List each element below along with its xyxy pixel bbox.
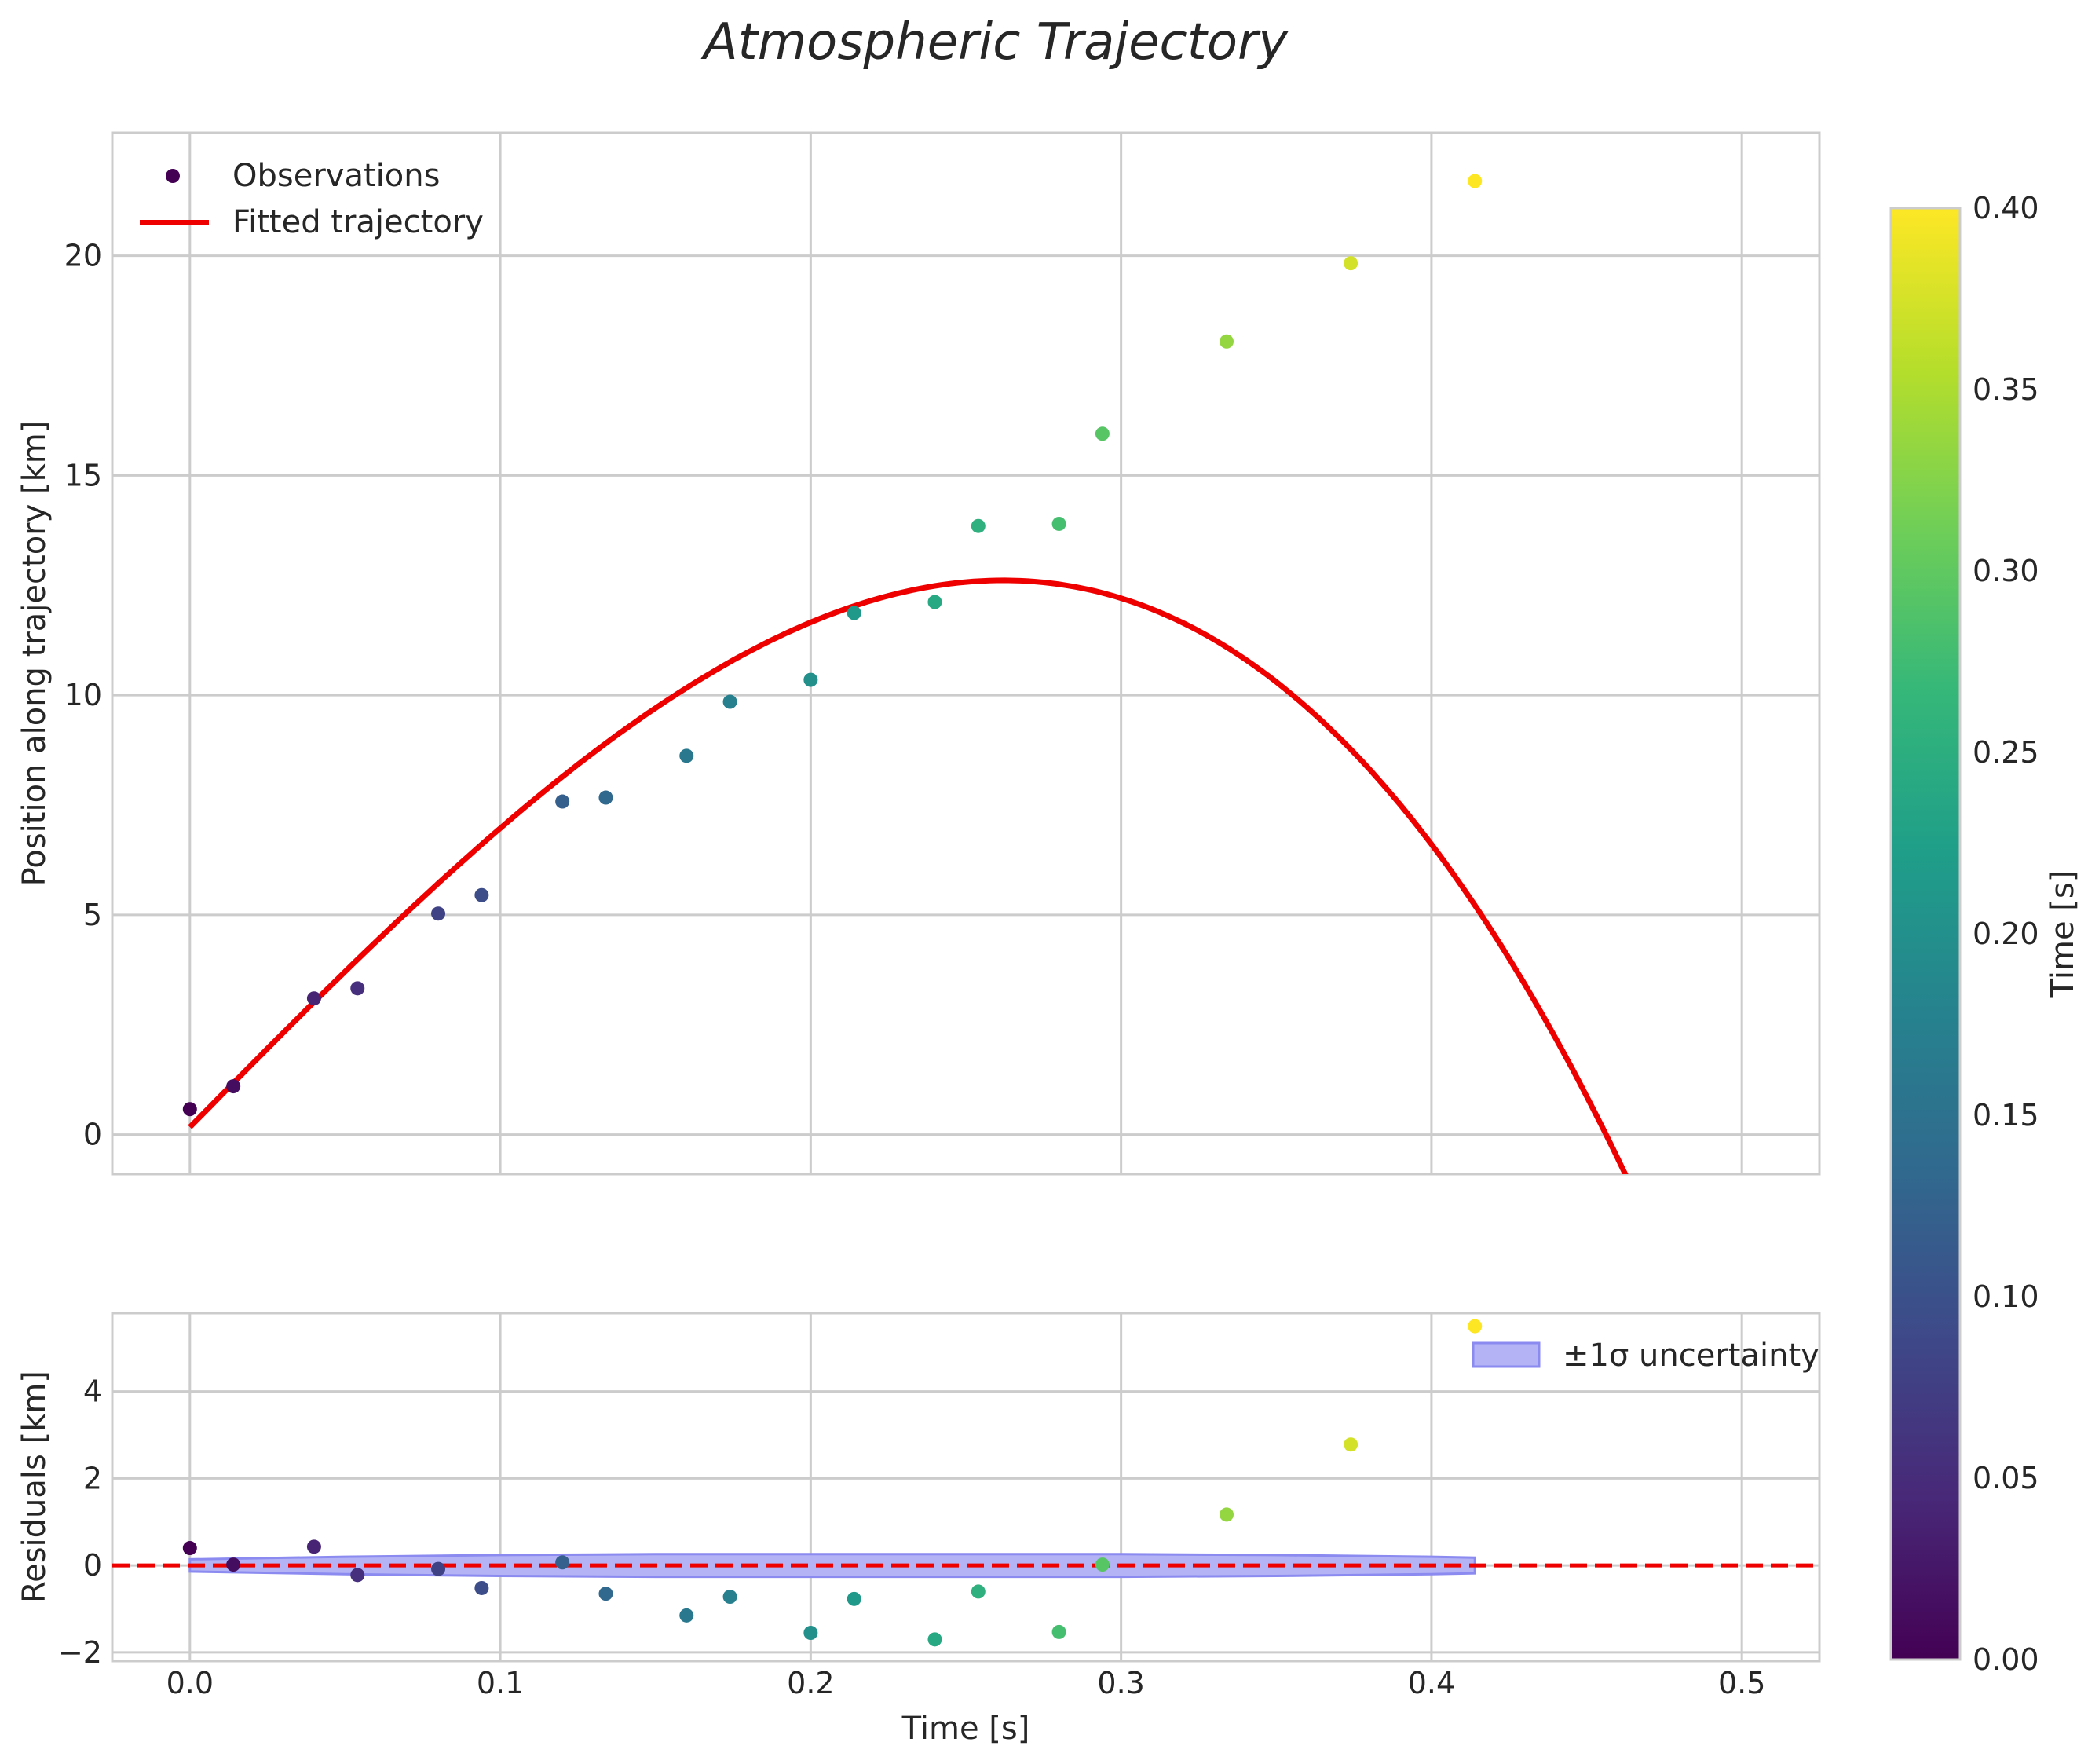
top-y-tick-label: 15 bbox=[64, 458, 102, 492]
observation-point bbox=[226, 1079, 241, 1094]
residual-point bbox=[722, 1590, 737, 1605]
x-tick-label: 0.4 bbox=[1408, 1666, 1455, 1700]
residual-point bbox=[598, 1587, 613, 1601]
x-tick-label: 0.5 bbox=[1718, 1666, 1765, 1700]
x-tick-label: 0.0 bbox=[166, 1666, 214, 1700]
observation-point bbox=[803, 672, 818, 687]
colorbar-tick-label: 0.00 bbox=[1973, 1642, 2039, 1677]
bottom-y-tick-label: 0 bbox=[83, 1548, 102, 1583]
x-tick-label: 0.3 bbox=[1097, 1666, 1144, 1700]
colorbar-tick-label: 0.25 bbox=[1973, 735, 2039, 770]
bottom-grid bbox=[112, 1313, 1819, 1661]
colorbar-label: Time [s] bbox=[2045, 870, 2081, 999]
observation-point bbox=[1468, 174, 1483, 188]
colorbar: 0.00 0.05 0.10 0.15 0.20 0.25 0.30 0.35 0.40 Tim… bbox=[1889, 191, 2081, 1677]
legend-band-swatch bbox=[1472, 1341, 1541, 1368]
observation-point bbox=[1220, 334, 1234, 349]
residual-point bbox=[306, 1539, 321, 1554]
observation-point bbox=[555, 794, 570, 809]
colorbar-tick-label: 0.20 bbox=[1973, 917, 2039, 951]
residual-point bbox=[971, 1584, 986, 1599]
observation-point bbox=[1095, 426, 1110, 441]
top-y-tick-label: 0 bbox=[83, 1118, 102, 1152]
legend-fit-label: Fitted trajectory bbox=[232, 204, 484, 240]
observation-point bbox=[431, 906, 446, 921]
residual-point bbox=[474, 1580, 489, 1595]
residual-point bbox=[803, 1626, 818, 1641]
observation-point bbox=[1051, 516, 1066, 531]
residual-point bbox=[847, 1591, 861, 1606]
residual-point bbox=[1344, 1437, 1358, 1452]
bottom-y-ticks: −2 0 2 4 bbox=[58, 1374, 102, 1670]
legend-observations-label: Observations bbox=[232, 158, 440, 194]
observation-points bbox=[182, 174, 1483, 1117]
residual-point bbox=[555, 1555, 570, 1570]
residual-point bbox=[927, 1632, 942, 1647]
x-tick-label: 0.2 bbox=[787, 1666, 834, 1700]
bottom-y-tick-label: 4 bbox=[83, 1374, 102, 1409]
observation-point bbox=[971, 518, 986, 533]
top-grid bbox=[112, 133, 1819, 1174]
chart-title: Atmospheric Trajectory bbox=[700, 13, 1289, 71]
bottom-y-tick-label: −2 bbox=[58, 1635, 102, 1670]
legend-observations-marker bbox=[166, 169, 180, 183]
observation-point bbox=[927, 595, 942, 609]
colorbar-tick-label: 0.35 bbox=[1973, 372, 2039, 407]
colorbar-tick-label: 0.05 bbox=[1973, 1461, 2039, 1495]
residual-point bbox=[1095, 1557, 1110, 1572]
top-y-ticks: 0 5 10 15 20 bbox=[64, 239, 102, 1152]
colorbar-tick-label: 0.10 bbox=[1973, 1279, 2039, 1314]
residual-point bbox=[1220, 1507, 1234, 1522]
residual-point bbox=[350, 1568, 365, 1583]
residual-point bbox=[182, 1541, 197, 1556]
observation-point bbox=[1344, 256, 1358, 271]
colorbar-ticks: 0.00 0.05 0.10 0.15 0.20 0.25 0.30 0.35 0.40 bbox=[1973, 191, 2039, 1677]
residual-point bbox=[431, 1561, 446, 1576]
observation-point bbox=[182, 1102, 197, 1117]
colorbar-tick-label: 0.15 bbox=[1973, 1098, 2039, 1133]
residual-point bbox=[226, 1557, 241, 1572]
bottom-legend: ±1σ uncertainty bbox=[1472, 1338, 1819, 1374]
observation-point bbox=[598, 790, 613, 805]
top-y-tick-label: 20 bbox=[64, 239, 102, 273]
observation-point bbox=[679, 748, 694, 763]
observation-point bbox=[474, 887, 489, 902]
top-plot-frame bbox=[111, 131, 1821, 1176]
residual-point bbox=[1468, 1319, 1483, 1334]
bottom-x-ticks: 0.0 0.1 0.2 0.3 0.4 0.5 bbox=[166, 1666, 1766, 1700]
bottom-plot-frame bbox=[111, 1312, 1821, 1663]
top-y-tick-label: 10 bbox=[64, 678, 102, 712]
top-y-tick-label: 5 bbox=[83, 898, 102, 932]
colorbar-gradient bbox=[1889, 207, 1962, 1661]
x-tick-label: 0.1 bbox=[477, 1666, 524, 1700]
residual-point bbox=[1051, 1624, 1066, 1639]
observation-point bbox=[350, 981, 365, 996]
top-y-axis-label: Position along trajectory [km] bbox=[16, 421, 53, 887]
top-legend: Observations Fitted trajectory bbox=[140, 158, 484, 240]
x-axis-label: Time [s] bbox=[901, 1711, 1030, 1747]
bottom-y-axis-label: Residuals [km] bbox=[16, 1371, 53, 1603]
observation-point bbox=[306, 991, 321, 1006]
legend-band-label: ±1σ uncertainty bbox=[1563, 1338, 1819, 1374]
observation-point bbox=[722, 694, 737, 709]
fitted-trajectory-line bbox=[188, 577, 1629, 1174]
residual-point bbox=[679, 1608, 694, 1623]
colorbar-tick-label: 0.30 bbox=[1973, 554, 2039, 588]
colorbar-tick-label: 0.40 bbox=[1973, 191, 2039, 225]
bottom-y-tick-label: 2 bbox=[83, 1461, 102, 1495]
residual-points bbox=[182, 1319, 1483, 1647]
observation-point bbox=[847, 606, 861, 620]
